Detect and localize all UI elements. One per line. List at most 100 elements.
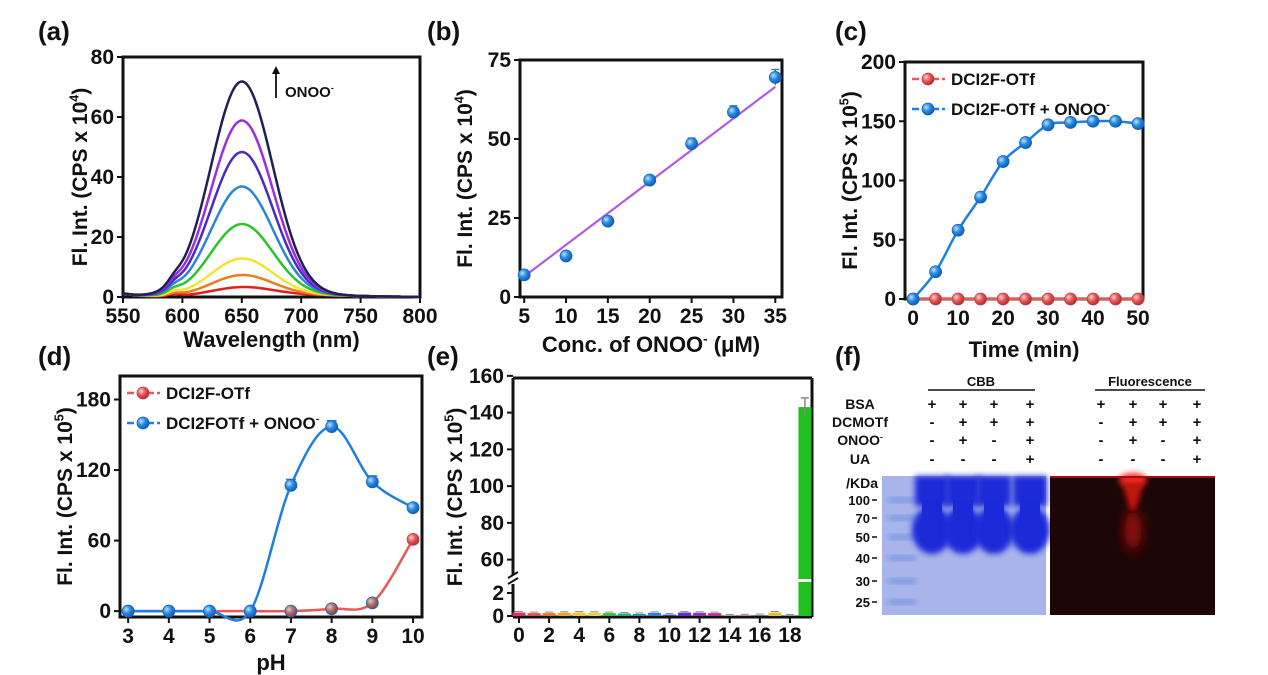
x-tick-label: 18 xyxy=(778,624,802,647)
gel-sign: + xyxy=(1026,414,1035,431)
y-tick-label: 120 xyxy=(76,459,111,482)
gel-sign: - xyxy=(930,432,935,449)
data-point xyxy=(996,155,1010,168)
x-tick-label: 4 xyxy=(163,625,175,648)
gel-sign: + xyxy=(1159,414,1168,431)
x-tick-label: 0 xyxy=(513,624,525,647)
y-tick-label: 60 xyxy=(481,549,504,572)
bar xyxy=(602,613,616,616)
data-point xyxy=(365,596,379,610)
data-point xyxy=(1131,292,1145,306)
legend-label: DCI2F-OTf xyxy=(951,70,1035,89)
y-tick-label: 180 xyxy=(76,389,111,412)
gel-sign: - xyxy=(930,414,935,431)
gel-sign: + xyxy=(1026,432,1035,449)
gel-sign: + xyxy=(1129,396,1138,413)
plot-frame xyxy=(121,55,422,299)
marker-band xyxy=(888,579,916,583)
bar xyxy=(768,612,782,616)
y-axis-label: Fl. Int. (CPS x 104) xyxy=(68,88,92,267)
arrow-head-icon xyxy=(272,66,280,74)
marker-label: 70 xyxy=(856,511,870,526)
gel-row-label: ONOO- xyxy=(837,431,883,448)
bar xyxy=(783,615,797,616)
fluorescence-gel-image xyxy=(1050,473,1215,615)
y-tick-label: 0 xyxy=(492,605,504,628)
data-point xyxy=(406,501,420,515)
x-tick-label: 800 xyxy=(402,305,437,328)
data-point xyxy=(243,604,257,618)
y-tick-label: 40 xyxy=(91,166,114,189)
gel-sign: + xyxy=(1129,414,1138,431)
x-tick-label: 5 xyxy=(204,625,216,648)
x-tick-label: 2 xyxy=(543,624,555,647)
y-axis-label: Fl. Int. (CPS x 104) xyxy=(453,89,477,268)
data-point xyxy=(365,475,379,489)
bar xyxy=(708,613,722,616)
x-tick-label: 600 xyxy=(165,305,200,328)
gel-sign: - xyxy=(1099,451,1104,468)
axis-break-icon xyxy=(507,571,519,585)
x-tick-label: 25 xyxy=(680,305,704,328)
x-tick-label: 10 xyxy=(658,624,681,647)
y-tick-label: 75 xyxy=(488,49,512,72)
data-point xyxy=(1109,292,1122,306)
y-tick-label: 120 xyxy=(469,438,504,461)
panel-label: (e) xyxy=(427,341,459,371)
chart-panel-c: 0 10 20 30 40 50 0 50 100 150 200 Fl. Int. (CPS x 1… xyxy=(838,51,1150,362)
plot-frame xyxy=(118,374,424,619)
bar xyxy=(572,612,586,616)
data-point xyxy=(284,604,298,618)
gel-sign: + xyxy=(1193,414,1202,431)
gel-sign: - xyxy=(1161,451,1166,468)
x-tick-label: 50 xyxy=(1126,307,1149,330)
spectrum-line xyxy=(122,80,421,299)
gel-header-cbb: CBB xyxy=(967,374,995,389)
y-tick-label: 80 xyxy=(91,46,114,69)
legend-label: DCI2FOTf + ONOO- xyxy=(166,414,319,433)
gel-sign: + xyxy=(959,396,968,413)
x-tick-label: 650 xyxy=(224,305,259,328)
data-point xyxy=(929,292,942,306)
protein-band xyxy=(922,500,942,520)
y-tick-label: 0 xyxy=(499,286,511,309)
legend-label: DCI2F-OTf + ONOO- xyxy=(951,100,1110,119)
bar xyxy=(542,613,556,616)
y-tick-label: 160 xyxy=(469,365,504,388)
marker-band xyxy=(888,600,916,604)
data-point xyxy=(1131,117,1145,131)
data-point xyxy=(136,386,150,400)
gel-sign: + xyxy=(1026,451,1035,468)
y-tick-label: 20 xyxy=(91,226,114,249)
x-tick-label: 7 xyxy=(285,625,297,648)
gel-sign: - xyxy=(930,451,935,468)
panel-label: (b) xyxy=(427,16,460,46)
marker-band xyxy=(888,556,916,560)
gel-sign: - xyxy=(992,432,997,449)
y-tick-label: 100 xyxy=(469,475,504,498)
bar xyxy=(798,407,812,616)
x-tick-label: 0 xyxy=(907,307,919,330)
bar xyxy=(647,612,661,616)
x-tick-label: 20 xyxy=(638,305,661,328)
data-point xyxy=(1019,136,1032,149)
data-point xyxy=(136,416,150,430)
bar xyxy=(512,612,526,616)
data-point xyxy=(559,249,573,263)
series-line xyxy=(128,425,414,622)
gel-row-label: UA xyxy=(850,451,870,467)
bar xyxy=(693,612,707,616)
x-tick-label: 14 xyxy=(718,624,742,647)
panel-label: (a) xyxy=(38,16,70,46)
x-tick-label: 12 xyxy=(688,624,711,647)
marker-label: 100 xyxy=(848,493,870,508)
data-point xyxy=(1019,292,1032,306)
y-tick-label: 50 xyxy=(873,229,896,252)
gel-sign: + xyxy=(1026,396,1035,413)
data-point xyxy=(162,604,176,618)
chart-panel-a: 550 600 650 700 750 800 0 20 40 60 80 Fl. Int. (CPS… xyxy=(68,46,438,352)
gel-sign: + xyxy=(1193,396,1202,413)
gel-sign: + xyxy=(959,432,968,449)
data-point xyxy=(325,602,339,616)
